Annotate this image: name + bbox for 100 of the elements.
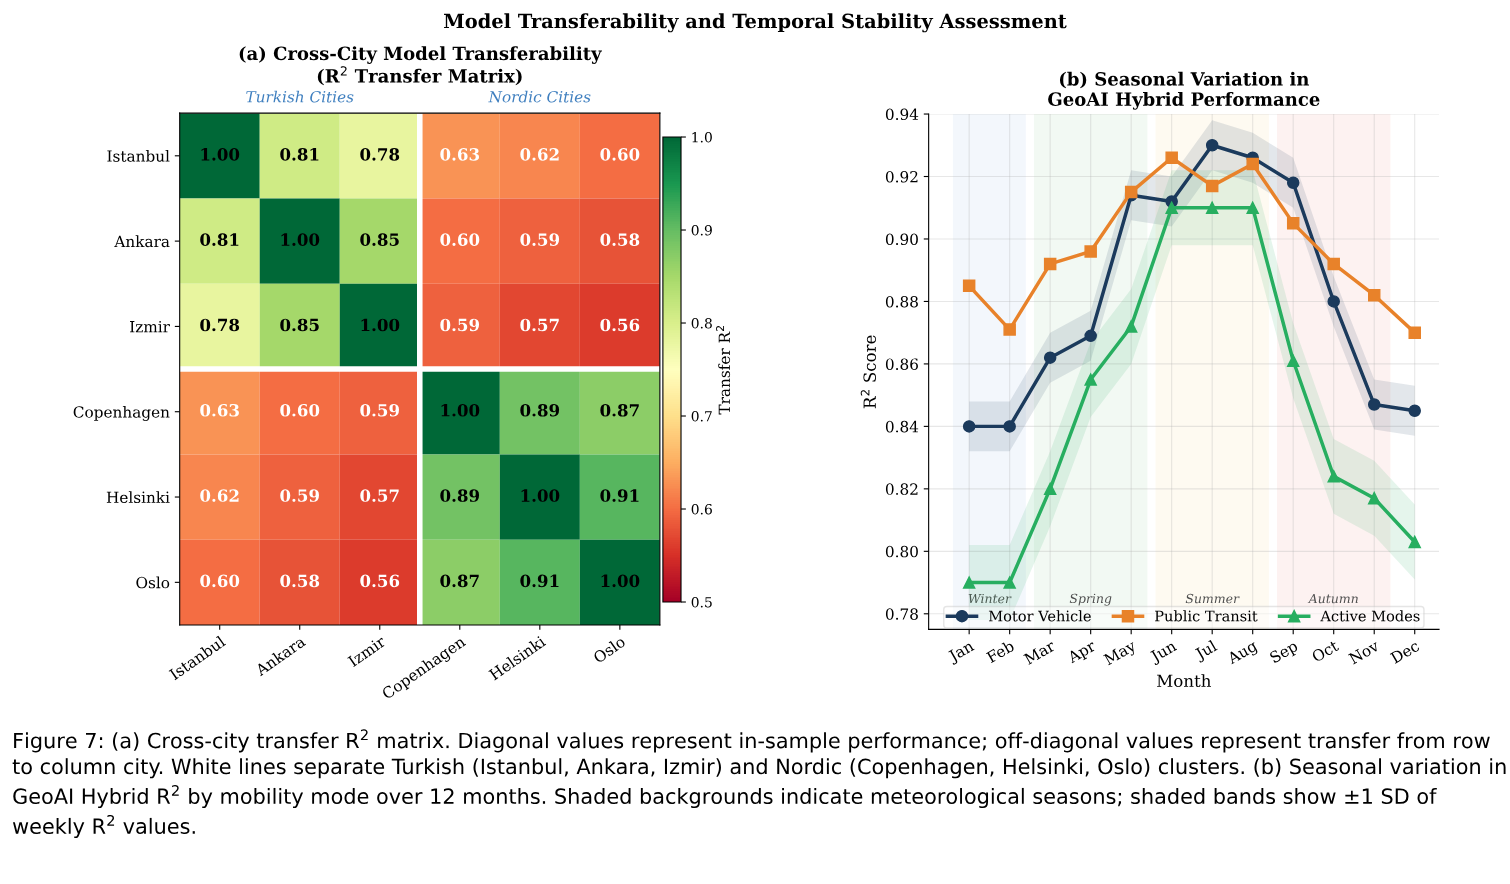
y-tick-label: Copenhagen bbox=[73, 405, 170, 421]
y-tick-label: 0.84 bbox=[885, 420, 919, 433]
point bbox=[962, 279, 976, 293]
band-label: Summer bbox=[1185, 593, 1240, 604]
x-tick-label: Apr bbox=[1066, 639, 1099, 667]
data-label: 0.62 bbox=[200, 489, 239, 502]
data-label: 0.57 bbox=[520, 318, 559, 332]
point bbox=[1367, 491, 1381, 505]
x-tick-label: May bbox=[1103, 639, 1139, 669]
point bbox=[1043, 351, 1057, 364]
band-label: Spring bbox=[1069, 593, 1112, 606]
data-label: 0.78 bbox=[200, 318, 240, 332]
band-label: Winter bbox=[968, 593, 1012, 604]
x-tick-label: Sep bbox=[1269, 639, 1300, 666]
data-label: 1.00 bbox=[361, 318, 400, 332]
x-axis-title: Month bbox=[1157, 674, 1212, 688]
point bbox=[1327, 295, 1340, 308]
point bbox=[962, 420, 976, 433]
point bbox=[1286, 217, 1300, 230]
data-label: 0.60 bbox=[200, 574, 240, 588]
y-tick-label: 0.78 bbox=[885, 608, 918, 620]
point bbox=[1084, 245, 1097, 258]
y-tick-label: Helsinki bbox=[106, 491, 170, 504]
text: Model Transferability and Temporal Stability Assessment bbox=[444, 13, 1067, 33]
legend-label: Motor Vehicle bbox=[988, 610, 1091, 622]
data-label: 0.89 bbox=[520, 403, 560, 417]
data-label: 1.00 bbox=[601, 574, 640, 588]
legend-label: Public Transit bbox=[1155, 610, 1258, 622]
data-label: 0.60 bbox=[280, 403, 320, 417]
point bbox=[1327, 470, 1340, 483]
x-tick-label: Dec bbox=[1389, 639, 1421, 664]
point bbox=[962, 576, 976, 589]
data-label: 0.58 bbox=[600, 233, 640, 246]
y-tick-label: 0.88 bbox=[885, 295, 918, 308]
text: Nordic Cities bbox=[488, 90, 591, 103]
point bbox=[1084, 329, 1097, 343]
data-label: 1.00 bbox=[281, 233, 320, 246]
point bbox=[1124, 320, 1138, 333]
x-tick-label: Oslo bbox=[592, 635, 627, 664]
x-tick-label: Jan bbox=[946, 639, 977, 666]
x-tick-label: Feb bbox=[985, 639, 1015, 664]
data-label: 0.87 bbox=[440, 574, 479, 588]
y-tick-label: 0.86 bbox=[885, 358, 918, 370]
point bbox=[1003, 576, 1016, 589]
y-axis-title: R$^{2}$ Score bbox=[860, 335, 876, 409]
data-label: 1.00 bbox=[441, 403, 480, 417]
text: Figure 7: (a) Cross-city transfer R$^{2}$ matrix. Diagonal values represent in-sample performance; off-diagonal values represent transfer from row to column city. White lines separate Turkish (Istanbul, Ankara, Izmir) and Nordic (Copenhagen, Helsinki, Oslo) clusters. (b) Seasonal variation in GeoAI Hybrid R$^{2}$ by mobility mode over 12 months. Shaded backgrounds indicate meteorological seasons; shaded bands show ±1 SD of weekly R$^{2}$ values. bbox=[12, 729, 1506, 839]
legend-label: Active Modes bbox=[1320, 610, 1420, 622]
y-tick-label: Istanbul bbox=[107, 150, 170, 162]
data-label: 0.81 bbox=[200, 233, 239, 246]
band-label: Autumn bbox=[1307, 593, 1358, 604]
data-label: 0.81 bbox=[280, 148, 319, 161]
point bbox=[1246, 201, 1259, 214]
point bbox=[1408, 404, 1421, 418]
point bbox=[1043, 482, 1057, 496]
point bbox=[1084, 373, 1097, 386]
point bbox=[1043, 257, 1057, 271]
data-label: 0.59 bbox=[280, 489, 319, 502]
y-tick-label: 0.92 bbox=[885, 170, 918, 183]
data-label: 0.58 bbox=[280, 574, 320, 588]
chart-title: (b) Seasonal Variation in GeoAI Hybrid Performance bbox=[1048, 71, 1320, 110]
data-label: 0.91 bbox=[600, 489, 639, 502]
data-label: 0.85 bbox=[360, 233, 399, 246]
point bbox=[1165, 151, 1178, 165]
y-tick-label: 0.90 bbox=[885, 233, 918, 245]
point bbox=[1003, 420, 1016, 433]
data-label: 0.91 bbox=[520, 574, 559, 588]
chart-title: (a) Cross-City Model Transferability (R$^{2}$ Transfer Matrix) bbox=[239, 46, 603, 86]
point bbox=[1205, 201, 1219, 214]
y-tick-label: 0.94 bbox=[885, 108, 919, 121]
color-bar-label: 0.6 bbox=[691, 503, 712, 515]
point bbox=[1165, 201, 1178, 214]
x-tick-label: Nov bbox=[1348, 639, 1381, 665]
point bbox=[1205, 139, 1219, 152]
point bbox=[1003, 323, 1016, 336]
x-tick-label: Jul bbox=[1193, 639, 1220, 663]
point bbox=[1367, 398, 1381, 411]
data-label: 0.85 bbox=[280, 318, 319, 332]
data-label: 0.57 bbox=[360, 489, 399, 502]
data-label: 0.60 bbox=[600, 148, 640, 161]
color-bar-label: 0.9 bbox=[691, 224, 712, 236]
data-label: 0.62 bbox=[520, 148, 559, 161]
data-label: 0.56 bbox=[600, 318, 640, 332]
data-label: 0.89 bbox=[440, 489, 480, 502]
x-tick-label: Aug bbox=[1226, 639, 1260, 668]
y-tick-label: 0.80 bbox=[885, 545, 918, 558]
point bbox=[1286, 176, 1300, 190]
color-bar-label: 0.5 bbox=[691, 596, 712, 608]
data-label: 0.59 bbox=[520, 233, 560, 246]
data-label: 1.00 bbox=[201, 148, 240, 161]
point bbox=[1246, 157, 1259, 171]
color-bar-title: Transfer R$^{2}$ bbox=[716, 326, 731, 415]
point bbox=[1327, 257, 1340, 271]
point bbox=[1286, 354, 1300, 368]
color-bar-label: 1.0 bbox=[692, 131, 712, 143]
point bbox=[1367, 288, 1381, 302]
point bbox=[1205, 179, 1219, 193]
data-label: 0.87 bbox=[600, 403, 639, 417]
data-label: 0.60 bbox=[440, 233, 480, 246]
y-tick-label: Oslo bbox=[136, 576, 170, 589]
